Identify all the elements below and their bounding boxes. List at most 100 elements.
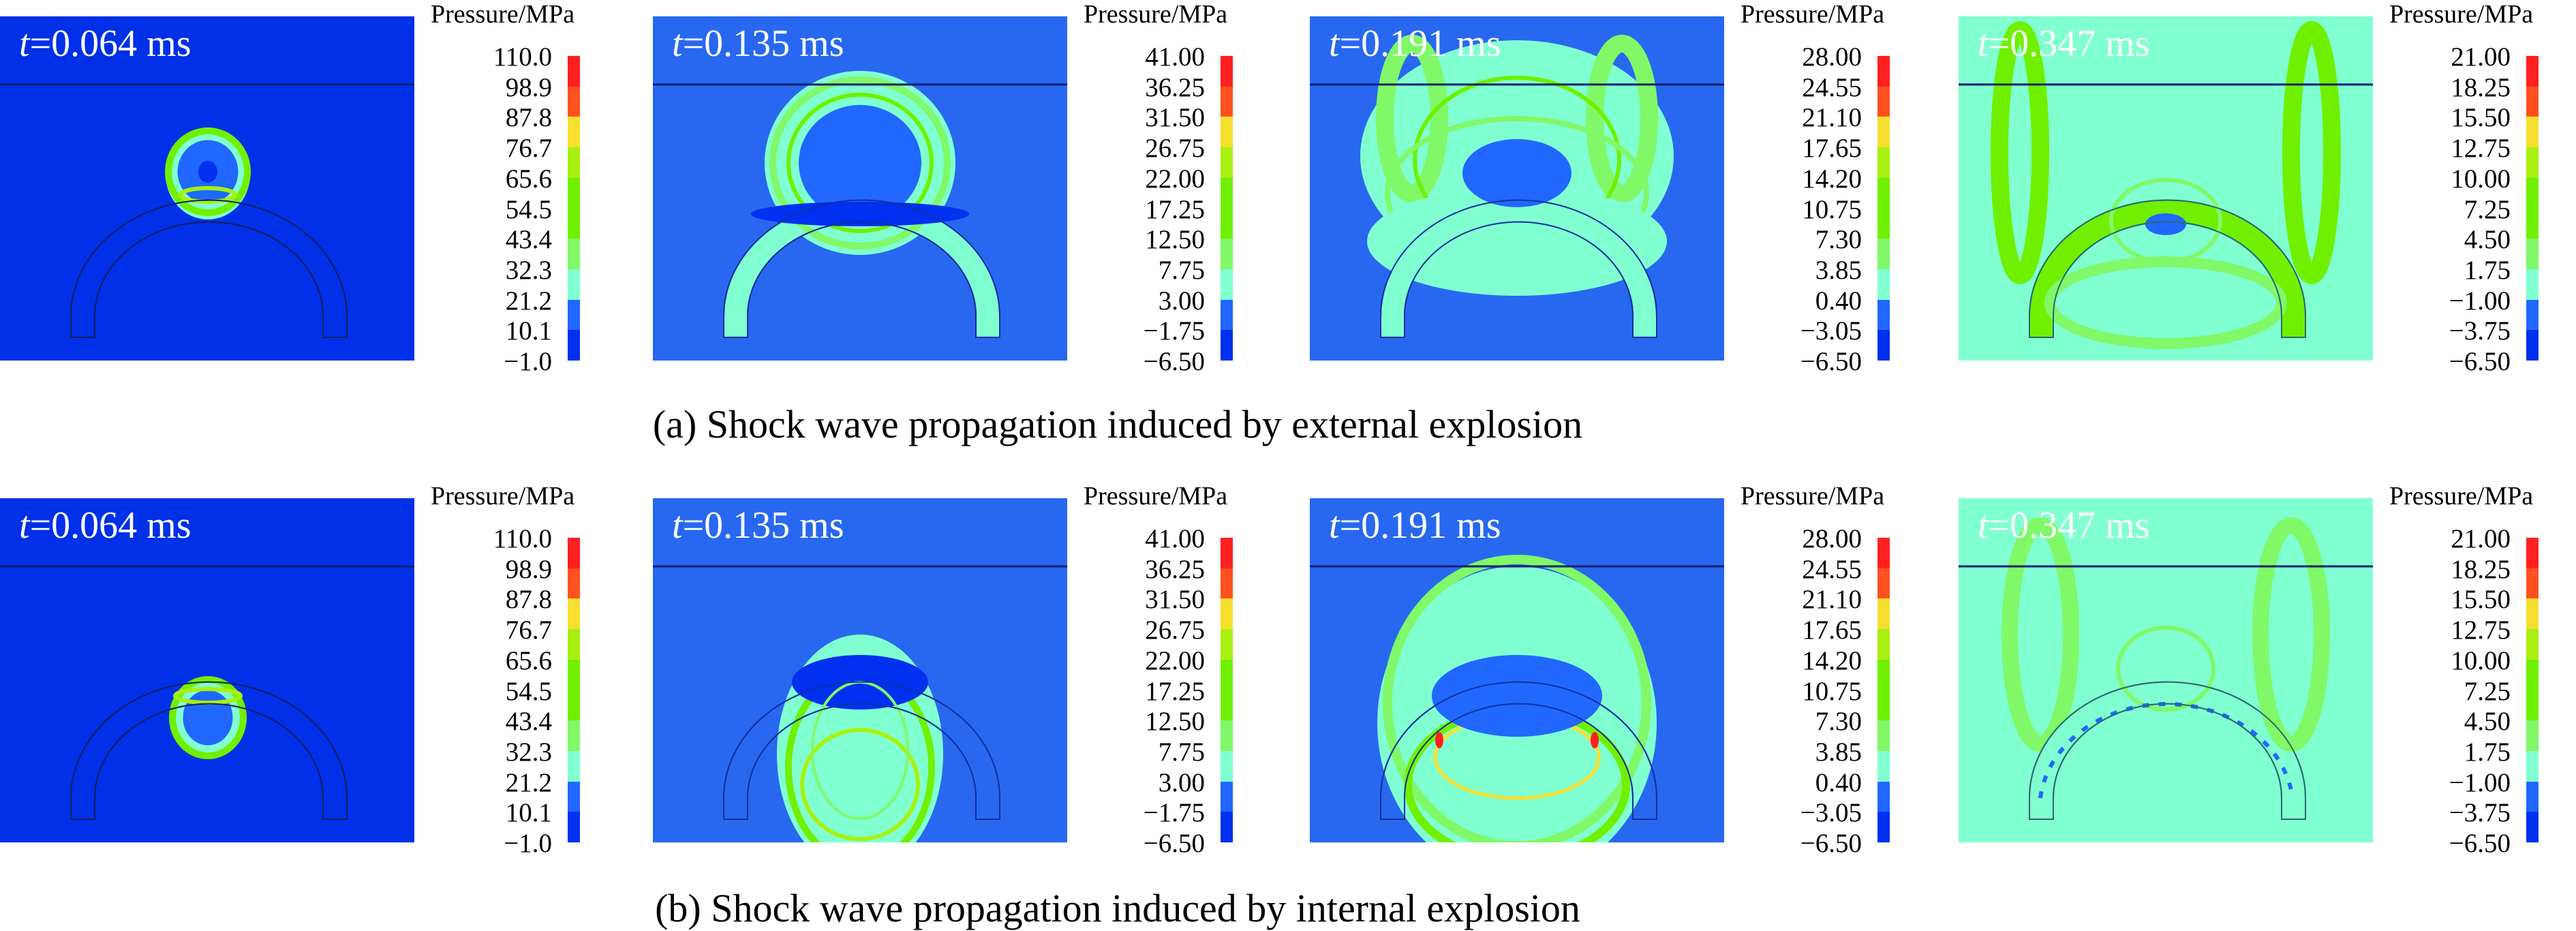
colorbar-tick-label: 15.50 <box>2451 103 2511 133</box>
time-label: t=0.064 ms <box>19 506 191 545</box>
pressure-wave-region <box>1432 655 1602 737</box>
colorbar-tick-label: 14.20 <box>1802 164 1862 194</box>
colorbar-segment <box>1221 330 1233 361</box>
colorbar-segment <box>2526 239 2539 269</box>
tunnel-arch-outline <box>1380 199 1657 338</box>
time-value: =0.064 ms <box>29 504 191 547</box>
colorbar-tick-label: −6.50 <box>1800 829 1862 858</box>
time-value: =0.191 ms <box>1339 504 1501 547</box>
colorbar-segment <box>568 299 580 331</box>
colorbar-segment <box>1221 781 1233 812</box>
colorbar-segment <box>1877 86 1890 117</box>
pressure-contour-panel-external-3: t=0.191 ms <box>1310 16 1724 361</box>
colorbar-segment <box>1221 299 1233 331</box>
pressure-wave-region <box>2002 517 2079 752</box>
colorbar-segment <box>2526 659 2539 690</box>
time-label: t=0.347 ms <box>1978 506 2150 545</box>
colorbar-segment <box>1877 208 1890 239</box>
colorbar-segment <box>1877 330 1890 361</box>
time-symbol: t <box>19 22 30 65</box>
colorbar-segment <box>1877 177 1890 209</box>
colorbar-tick-label: −6.50 <box>1143 347 1205 376</box>
colorbar-tick-label: 15.50 <box>2451 585 2511 615</box>
colorbar-tick-label: 7.75 <box>1158 255 1205 285</box>
colorbar-segment <box>1221 598 1233 630</box>
colorbar <box>568 538 580 842</box>
colorbar-tick-label: 21.10 <box>1802 585 1862 615</box>
colorbar-tick-label: 10.1 <box>505 798 552 828</box>
colorbar-tick-label: 43.4 <box>505 707 552 737</box>
colorbar-tick-label: 26.75 <box>1145 615 1205 645</box>
colorbar-tick-label: 18.25 <box>2451 554 2511 584</box>
pressure-wave-region <box>169 676 247 759</box>
colorbar-segment <box>568 147 580 178</box>
colorbar-segment <box>568 177 580 209</box>
colorbar-segment <box>568 659 580 690</box>
colorbar-tick-label: 98.9 <box>505 72 552 102</box>
pressure-wave-region <box>799 105 921 221</box>
colorbar-segment <box>568 86 580 117</box>
colorbar-tick-label: 54.5 <box>505 676 552 706</box>
caption-external: (a) Shock wave propagation induced by ex… <box>652 402 1583 446</box>
colorbar-tick-label: 17.25 <box>1145 194 1205 224</box>
colorbar-segment <box>1877 239 1890 269</box>
colorbar-title: Pressure/MPa <box>2389 482 2534 510</box>
colorbar-tick-label: 54.5 <box>505 194 552 224</box>
colorbar-segment <box>1221 720 1233 751</box>
colorbar-segment <box>1221 147 1233 178</box>
colorbar <box>1877 56 1890 361</box>
colorbar-tick-label: 87.8 <box>505 103 552 133</box>
colorbar <box>2526 538 2539 842</box>
pressure-contour-panel-external-4: t=0.347 ms <box>1959 16 2373 361</box>
tunnel-arch-outline <box>1380 681 1657 820</box>
colorbar-tick-label: 43.4 <box>505 225 552 255</box>
time-value: =0.347 ms <box>1988 504 2150 547</box>
contour-plot <box>1959 498 2373 842</box>
colorbar-segment <box>1221 86 1233 117</box>
contour-plot <box>0 498 414 842</box>
colorbar-segment <box>1877 538 1890 568</box>
colorbar-tick-label: 10.75 <box>1802 676 1862 706</box>
colorbar-segment <box>1221 239 1233 269</box>
time-label: t=0.135 ms <box>672 506 844 545</box>
tunnel-arch-outline <box>70 199 348 338</box>
colorbar-segment <box>2526 720 2539 751</box>
colorbar-segment <box>2526 812 2539 842</box>
pressure-wave-region <box>1435 732 1443 748</box>
colorbar-tick-label: −3.75 <box>2449 798 2511 828</box>
colorbar-segment <box>1221 117 1233 148</box>
colorbar-tick-label: 17.65 <box>1802 615 1862 645</box>
colorbar-segment <box>1877 598 1890 630</box>
caption-internal: (b) Shock wave propagation induced by in… <box>655 886 1580 930</box>
pressure-contour-panel-external-1: t=0.064 ms <box>0 16 414 361</box>
contour-plot <box>1310 16 1724 361</box>
time-symbol: t <box>1978 22 1989 65</box>
colorbar-segment <box>1221 177 1233 209</box>
colorbar-tick-label: 24.55 <box>1802 554 1862 584</box>
colorbar-tick-label: 18.25 <box>2451 72 2511 102</box>
pressure-wave-region <box>173 687 243 705</box>
colorbar-segment <box>568 629 580 660</box>
colorbar-tick-label: 3.00 <box>1158 767 1205 797</box>
colorbar-tick-label: 21.2 <box>505 286 552 316</box>
time-symbol: t <box>1978 504 1989 547</box>
time-value: =0.135 ms <box>682 504 844 547</box>
colorbar-tick-label: 24.55 <box>1802 72 1862 102</box>
pressure-contour-panel-internal-4: t=0.347 ms <box>1959 498 2373 842</box>
colorbar-segment <box>2526 147 2539 178</box>
colorbar-segment <box>1877 117 1890 148</box>
colorbar-segment <box>1877 812 1890 842</box>
colorbar-segment <box>568 208 580 239</box>
colorbar-segment <box>568 781 580 812</box>
colorbar-tick-label: −1.75 <box>1143 798 1205 828</box>
pressure-wave-region <box>1367 187 1667 296</box>
colorbar-segment <box>1221 568 1233 599</box>
colorbar-tick-label: 22.00 <box>1145 164 1205 194</box>
colorbar-tick-label: 4.50 <box>2464 225 2511 255</box>
colorbar <box>2526 56 2539 361</box>
colorbar-tick-label: 87.8 <box>505 585 552 615</box>
pressure-wave-region <box>179 186 237 204</box>
colorbar-tick-label: −6.50 <box>1143 829 1205 858</box>
colorbar-tick-label: 26.75 <box>1145 134 1205 164</box>
colorbar-segment <box>1877 750 1890 782</box>
